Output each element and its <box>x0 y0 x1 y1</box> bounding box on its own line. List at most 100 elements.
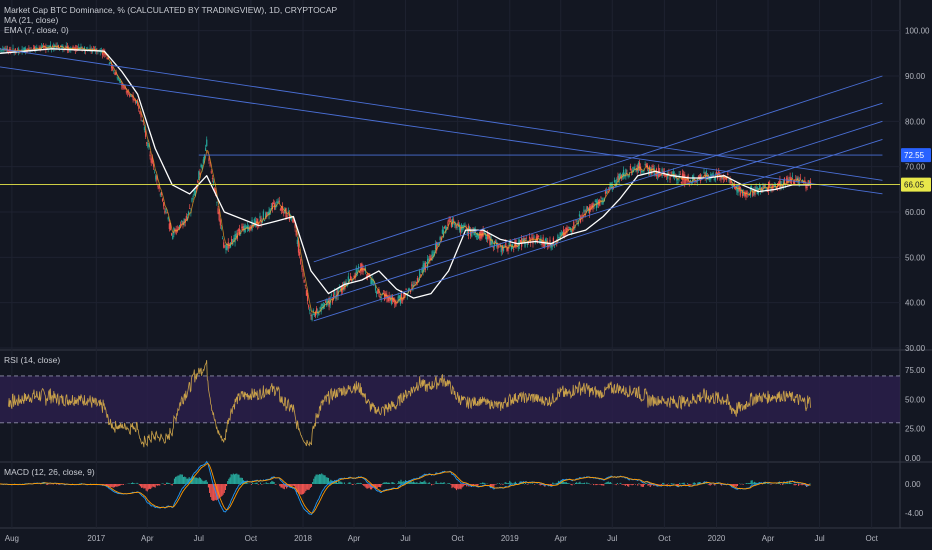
trendline <box>0 66 883 195</box>
candle-body <box>545 240 548 242</box>
candle-body <box>458 224 460 231</box>
x-tick-label: Oct <box>245 534 258 543</box>
candle-body <box>237 229 240 231</box>
candle-body <box>760 187 762 193</box>
candle-body <box>106 57 108 59</box>
candle-body <box>737 188 739 194</box>
candle-body <box>445 225 447 233</box>
candle-body <box>283 211 285 214</box>
candle-body <box>455 225 457 228</box>
candle-body <box>43 45 45 47</box>
candle-body <box>65 45 67 48</box>
candle-body <box>353 276 355 277</box>
candle-body <box>212 181 215 183</box>
candle-body <box>557 234 559 243</box>
candle-body <box>592 202 594 209</box>
macd-legend-label: MACD (12, 26, close, 9) <box>4 467 95 477</box>
candle-body <box>335 297 337 299</box>
y-tick-label: 100.00 <box>905 27 930 36</box>
candle-body <box>231 239 233 243</box>
candle-body <box>741 190 744 196</box>
candle-body <box>89 47 91 50</box>
candle-body <box>644 164 646 165</box>
candle-body <box>347 276 349 282</box>
candle-body <box>292 219 294 223</box>
candle-body <box>177 227 180 229</box>
candle-body <box>497 243 499 249</box>
candle-body <box>259 216 261 219</box>
candle-body <box>32 48 35 50</box>
candle-body <box>447 221 449 227</box>
candle-body <box>425 262 428 264</box>
candle-body <box>730 181 732 183</box>
candle-body <box>37 48 39 50</box>
trendline <box>313 139 883 322</box>
candle-body <box>778 181 780 186</box>
candle-body <box>394 300 396 305</box>
candle-body <box>169 222 172 231</box>
candle-body <box>607 191 609 193</box>
candle-body <box>538 235 540 238</box>
candle-body <box>585 208 587 213</box>
candle-body <box>127 92 130 94</box>
candle-body <box>500 245 502 253</box>
candle-body <box>130 94 132 97</box>
candle-body <box>105 54 107 56</box>
price-badge-label: 72.55 <box>904 151 925 160</box>
candle-body <box>459 228 462 233</box>
candle-body <box>715 171 718 174</box>
candle-body <box>712 172 714 176</box>
candle-body <box>805 185 807 189</box>
candle-body <box>475 235 477 238</box>
candle-body <box>141 120 143 122</box>
candle-body <box>594 200 596 203</box>
candle-body <box>279 209 281 211</box>
candle-body <box>645 163 647 167</box>
candle-body <box>41 45 44 47</box>
candle-body <box>294 223 296 228</box>
candle-body <box>318 313 320 315</box>
candle-body <box>664 175 667 177</box>
candle-body <box>122 84 124 88</box>
candle-body <box>531 237 533 239</box>
candle-body <box>115 71 117 75</box>
candle-body <box>703 171 705 174</box>
candle-body <box>163 202 165 207</box>
candle-body <box>795 178 797 181</box>
candle-body <box>195 185 198 190</box>
candle-body <box>372 279 374 283</box>
candle-body <box>680 182 682 183</box>
candle-body <box>400 293 403 301</box>
candle-body <box>421 269 423 273</box>
candle-body <box>781 185 783 188</box>
candle-body <box>165 208 167 213</box>
chart-title: Market Cap BTC Dominance, % (CALCULATED … <box>4 5 338 15</box>
candle-body <box>427 258 429 268</box>
candle-body <box>471 230 473 237</box>
macd-y-tick-label: -4.00 <box>905 509 924 518</box>
candle-body <box>220 227 223 229</box>
candle-body <box>505 243 507 248</box>
candle-body <box>398 295 400 298</box>
candle-body <box>568 226 570 229</box>
candle-body <box>137 100 139 106</box>
candle-body <box>60 46 62 47</box>
candle-body <box>552 237 554 245</box>
candle-body <box>582 214 584 219</box>
candle-body <box>348 279 351 280</box>
x-tick-label: Jul <box>194 534 204 543</box>
candle-body <box>334 291 336 295</box>
candle-body <box>164 211 166 213</box>
candle-body <box>765 187 767 189</box>
y-tick-label: 70.00 <box>905 163 926 172</box>
candle-body <box>650 167 652 175</box>
x-tick-label: 2019 <box>501 534 519 543</box>
candle-body <box>755 186 757 190</box>
candle-body <box>277 202 279 204</box>
price-badge <box>901 148 931 163</box>
candle-body <box>109 62 112 64</box>
candle-body <box>513 248 515 250</box>
candle-body <box>749 187 752 196</box>
candle-body <box>209 164 211 166</box>
